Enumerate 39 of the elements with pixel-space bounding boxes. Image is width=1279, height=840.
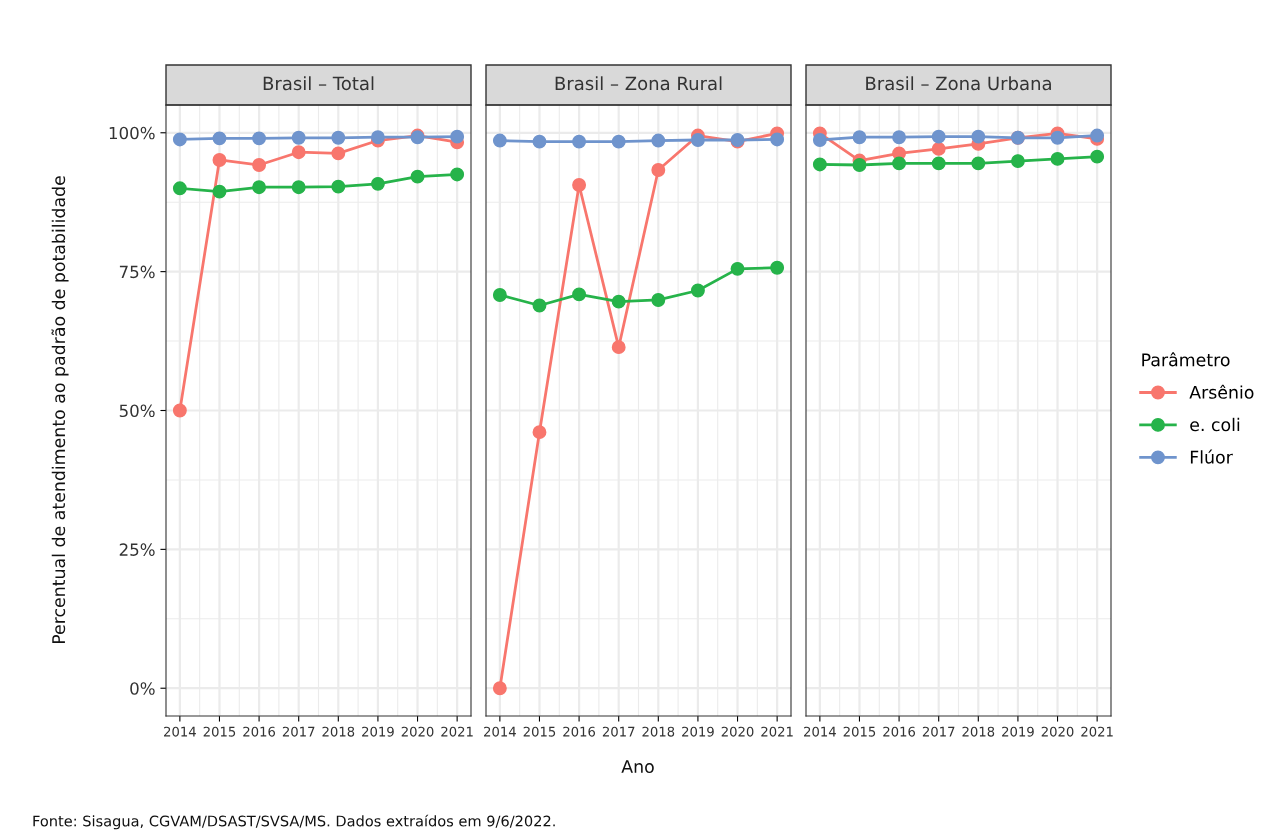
legend-title: Parâmetro	[1142, 352, 1230, 367]
legend-label: Flúor	[1190, 449, 1233, 464]
x-axis-title: Ano	[621, 760, 654, 774]
x-tick-label: 2019	[1002, 726, 1034, 737]
x-tick-label: 2020	[401, 726, 434, 737]
y-tick-label: 75%	[119, 265, 155, 279]
x-tick-label: 2020	[1041, 726, 1074, 737]
y-tick-label: 25%	[119, 543, 155, 556]
chart-title: Brasil – Zona Rural	[555, 76, 722, 91]
legend-label: Arsênio	[1189, 384, 1254, 399]
x-tick-label: 2018	[962, 726, 995, 737]
y-tick-label: 100%	[109, 126, 155, 140]
x-tick-label: 2016	[563, 726, 596, 737]
x-tick-label: 2020	[721, 726, 754, 737]
x-tick-label: 2021	[761, 726, 793, 737]
x-tick-label: 2016	[883, 726, 916, 737]
x-tick-label: 2016	[243, 726, 276, 737]
x-tick-label: 2014	[804, 726, 836, 737]
y-axis-title: Percentual de atendimento ao padrão de potabilidade	[51, 176, 69, 644]
x-tick-label: 2018	[322, 726, 355, 737]
chart-title: Brasil – Total	[263, 76, 374, 91]
x-tick-label: 2021	[441, 726, 473, 737]
source-note: Fonte: Sisagua, CGVAM/DSAST/SVSA/MS. Dados extraídos em 9/6/2022.	[33, 814, 555, 830]
y-tick-label: 50%	[119, 404, 155, 418]
x-tick-label: 2014	[164, 726, 196, 737]
x-tick-label: 2015	[203, 726, 236, 737]
y-tick-label: 0%	[130, 682, 155, 695]
x-tick-label: 2014	[484, 726, 516, 737]
x-tick-label: 2019	[362, 726, 394, 737]
x-tick-label: 2021	[1081, 726, 1113, 737]
chart-title: Brasil – Zona Urbana	[866, 76, 1051, 91]
x-tick-label: 2018	[642, 726, 675, 737]
legend-label: e. coli	[1190, 417, 1240, 432]
x-tick-label: 2017	[602, 726, 635, 737]
x-tick-label: 2015	[843, 726, 876, 737]
x-tick-label: 2015	[523, 726, 556, 737]
x-tick-label: 2017	[922, 726, 955, 737]
x-tick-label: 2017	[282, 726, 315, 737]
x-tick-label: 2019	[682, 726, 714, 737]
